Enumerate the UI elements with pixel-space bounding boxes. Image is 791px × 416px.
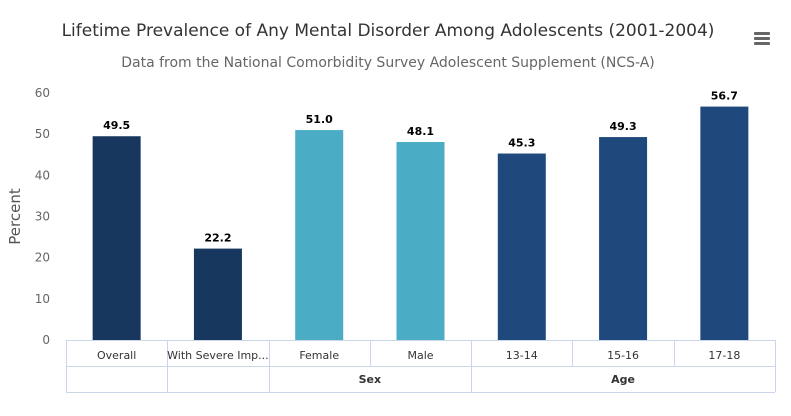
category-label: 17-18: [708, 349, 740, 362]
category-labels: Overall With Severe Imp... Female Male 13-14…: [97, 349, 740, 362]
group-label: Sex: [359, 373, 381, 386]
category-label: With Severe Imp...: [167, 349, 268, 362]
bars: [92, 106, 749, 341]
y-tick-label: 0: [42, 333, 50, 347]
bar[interactable]: [92, 136, 141, 340]
category-label: Overall: [97, 349, 136, 362]
data-labels: 49.5 22.2 51.0 48.1 45.3 49.3 56.7: [103, 90, 738, 245]
category-label: 15-16: [607, 349, 639, 362]
bar[interactable]: [396, 141, 445, 340]
bar[interactable]: [599, 137, 648, 340]
y-axis-label: Percent: [6, 188, 24, 245]
y-tick-label: 60: [35, 86, 50, 100]
bar[interactable]: [295, 130, 344, 340]
data-label: 45.3: [508, 137, 535, 150]
data-label: 49.5: [103, 119, 130, 132]
bar[interactable]: [700, 106, 749, 341]
y-tick-label: 30: [35, 210, 50, 224]
data-label: 22.2: [204, 232, 231, 245]
category-label: 13-14: [506, 349, 538, 362]
category-axis-grid: [66, 340, 776, 393]
category-label: Male: [407, 349, 433, 362]
bar[interactable]: [497, 153, 546, 340]
bar[interactable]: [193, 248, 242, 340]
group-labels: Sex Age: [359, 373, 635, 386]
data-label: 48.1: [407, 125, 434, 138]
y-tick-label: 40: [35, 168, 50, 182]
group-label: Age: [611, 373, 635, 386]
y-tick-label: 20: [35, 251, 50, 265]
y-tick-label: 10: [35, 292, 50, 306]
y-axis-ticks: 0 10 20 30 40 50 60: [35, 86, 50, 347]
y-tick-label: 50: [35, 127, 50, 141]
chart-subtitle: Data from the National Comorbidity Surve…: [121, 55, 655, 71]
data-label: 51.0: [306, 113, 333, 126]
hamburger-menu-icon[interactable]: [748, 26, 776, 50]
chart-title: Lifetime Prevalence of Any Mental Disord…: [61, 21, 715, 41]
data-label: 56.7: [711, 90, 738, 103]
category-label: Female: [299, 349, 339, 362]
y-axis-title: Percent: [6, 188, 24, 245]
data-label: 49.3: [610, 120, 637, 133]
